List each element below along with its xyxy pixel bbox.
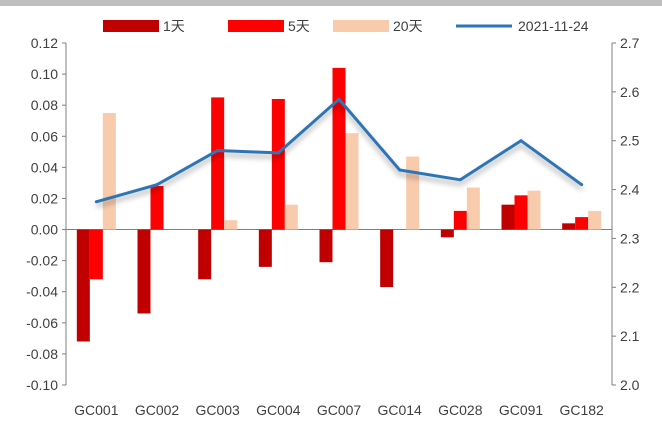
line-series	[94, 97, 584, 204]
line-point	[519, 139, 523, 143]
bar	[575, 217, 589, 230]
left-axis-tick-label: 0.02	[31, 190, 58, 206]
left-axis-tick-label: -0.02	[26, 253, 58, 269]
x-axis-category-label: GC007	[317, 402, 362, 418]
left-axis-tick-label: 0.12	[31, 35, 58, 51]
legend: 1天 5天 20天 2021-11-24	[103, 18, 589, 34]
line-point	[580, 183, 584, 187]
bar	[150, 186, 164, 230]
right-axis-tick-label: 2.5	[620, 133, 640, 149]
left-axis-tick-label: 0.04	[31, 159, 58, 175]
bar	[224, 220, 238, 230]
bar	[453, 210, 467, 230]
bar	[562, 223, 576, 230]
legend-label: 2021-11-24	[518, 18, 589, 34]
x-axis-category-label: GC001	[74, 402, 119, 418]
right-axis-tick-label: 2.7	[620, 35, 640, 51]
x-axis-category-label: GC014	[377, 402, 422, 418]
x-axis-category-label: GC091	[499, 402, 544, 418]
bar	[345, 133, 359, 230]
line-point	[398, 168, 402, 172]
bar	[466, 187, 480, 230]
axes: 0.12 0.10 0.08 0.06 0.04 0.02 0.00 -0.02 -0.04 -0…	[26, 35, 640, 418]
left-axis-tick-label: -0.06	[26, 315, 58, 331]
bar	[527, 190, 541, 230]
left-axis-tick-label: 0.00	[31, 222, 58, 238]
right-axis-tick-label: 2.1	[620, 328, 640, 344]
x-axis-category-label: GC002	[135, 402, 180, 418]
left-axis-tick-label: -0.08	[26, 346, 58, 362]
bar	[258, 229, 272, 267]
bar	[76, 229, 90, 342]
bar-series	[76, 67, 602, 342]
bar	[319, 229, 333, 263]
x-axis-category-label: GC028	[438, 402, 483, 418]
right-axis-tick-label: 2.4	[620, 182, 640, 198]
bar	[514, 195, 528, 230]
bar	[271, 98, 285, 230]
bar	[380, 229, 394, 288]
left-axis-tick-label: 0.08	[31, 97, 58, 113]
bar	[137, 229, 151, 314]
bar	[284, 204, 298, 230]
x-axis-category-label: GC003	[195, 402, 240, 418]
right-axis-tick-label: 2.3	[620, 230, 640, 246]
x-axis-category-label: GC182	[559, 402, 604, 418]
top-border-bar	[0, 0, 662, 6]
left-axis-tick-label: -0.10	[26, 377, 58, 393]
legend-label: 1天	[163, 18, 185, 34]
right-axis-tick-label: 2.2	[620, 279, 640, 295]
line-point	[155, 183, 159, 187]
line-point	[94, 200, 98, 204]
legend-swatch	[333, 20, 389, 32]
legend-label: 5天	[288, 18, 310, 34]
bar	[198, 229, 212, 280]
bar	[332, 67, 346, 230]
legend-label: 20天	[393, 18, 423, 34]
legend-swatch	[103, 20, 159, 32]
legend-swatch	[228, 20, 284, 32]
bar	[440, 229, 454, 238]
right-axis-tick-label: 2.6	[620, 84, 640, 100]
bar	[102, 112, 116, 230]
line-point	[458, 178, 462, 182]
line-point	[337, 97, 341, 101]
left-axis-tick-label: 0.10	[31, 66, 58, 82]
bar	[211, 97, 225, 230]
x-axis-category-label: GC004	[256, 402, 301, 418]
bar	[588, 210, 602, 230]
left-axis-tick-label: 0.06	[31, 128, 58, 144]
line-point	[216, 148, 220, 152]
bar	[89, 229, 103, 280]
left-axis-tick-label: -0.04	[26, 284, 58, 300]
right-axis-tick-label: 2.0	[620, 377, 640, 393]
bar	[406, 156, 420, 230]
line-point	[276, 151, 280, 155]
bar	[501, 204, 515, 230]
